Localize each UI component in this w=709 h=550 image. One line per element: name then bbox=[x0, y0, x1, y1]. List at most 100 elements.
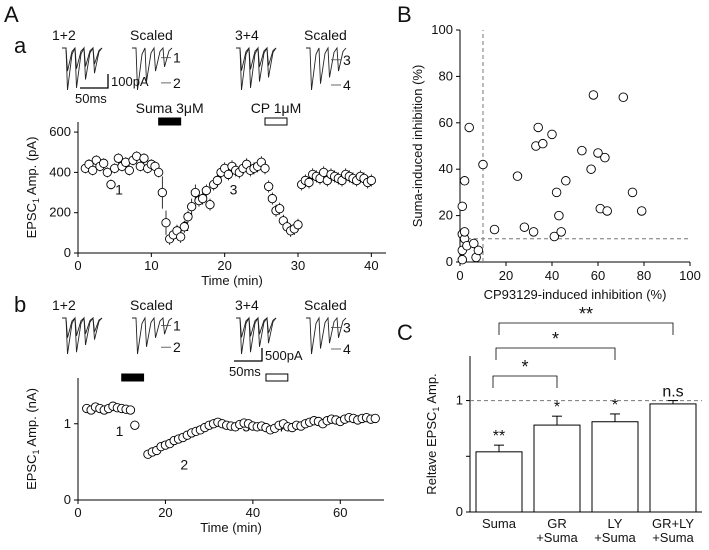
data-point bbox=[212, 175, 222, 186]
data-point bbox=[600, 152, 610, 163]
data-point bbox=[183, 212, 193, 222]
bar bbox=[649, 403, 697, 513]
data-point bbox=[125, 405, 136, 415]
data-point bbox=[588, 90, 599, 100]
data-point bbox=[106, 179, 116, 190]
x-tick-label: 20 bbox=[499, 268, 513, 283]
y-tick-label: 40 bbox=[439, 161, 453, 176]
application-bar bbox=[264, 117, 288, 126]
data-point bbox=[88, 165, 98, 176]
x-tick-label: 0 bbox=[74, 258, 81, 273]
inhibition-scatter-chart: 0 20 40 60 80 100 0 20 40 60 80 100 CP93129-induced … bbox=[410, 22, 701, 302]
y-tick-label: 1 bbox=[456, 393, 463, 408]
comparison-bracket bbox=[492, 375, 558, 388]
data-point bbox=[512, 171, 523, 181]
x-tick-label: 100 bbox=[679, 268, 701, 283]
scale-bar-y-label: 100pA bbox=[111, 74, 149, 89]
category-label: LY bbox=[608, 516, 623, 531]
data-point bbox=[464, 122, 474, 133]
epsc-trace bbox=[306, 46, 347, 91]
category-label: +Suma bbox=[652, 530, 694, 545]
application-bar bbox=[158, 117, 182, 126]
data-point bbox=[533, 122, 543, 133]
epsc-trace bbox=[132, 316, 173, 355]
data-point bbox=[551, 187, 562, 198]
y-axis-label: Suma-induced inhibition (%) bbox=[410, 65, 425, 228]
epoch-label: 1 bbox=[115, 182, 123, 198]
significance-mark: * bbox=[612, 397, 618, 414]
data-point bbox=[139, 153, 149, 163]
x-tick-label: 30 bbox=[291, 258, 305, 273]
y-tick-label: 400 bbox=[49, 164, 71, 179]
data-point bbox=[519, 222, 530, 232]
x-tick-label: 40 bbox=[364, 258, 378, 273]
data-point bbox=[161, 218, 171, 228]
scale-bar-y-label: 500pA bbox=[265, 348, 303, 363]
trace-group-label: Scaled bbox=[130, 297, 173, 313]
data-point bbox=[223, 169, 233, 180]
data-point bbox=[469, 238, 479, 249]
data-point bbox=[366, 175, 376, 186]
scale-bar bbox=[234, 348, 263, 362]
category-label: GR bbox=[547, 516, 567, 531]
x-tick-label: 40 bbox=[545, 268, 559, 283]
data-point bbox=[457, 201, 468, 212]
epsc-trace bbox=[62, 46, 103, 72]
data-point bbox=[556, 227, 566, 237]
data-point bbox=[176, 232, 186, 242]
y-tick-label: 600 bbox=[49, 124, 71, 139]
bar bbox=[591, 421, 639, 513]
data-point bbox=[547, 129, 557, 140]
x-tick-label: 0 bbox=[74, 505, 81, 520]
category-label: Suma bbox=[482, 516, 517, 531]
data-point bbox=[602, 206, 612, 216]
epsc-trace bbox=[236, 317, 277, 338]
y-tick-label: 100 bbox=[431, 22, 453, 37]
data-point bbox=[293, 220, 303, 230]
trace-label: 4 bbox=[343, 341, 351, 357]
significance-mark: ** bbox=[493, 428, 505, 445]
panel-label-a: a bbox=[14, 33, 27, 58]
application-label: Suma 3μM bbox=[136, 100, 204, 116]
x-tick-label: 10 bbox=[144, 258, 158, 273]
data-point bbox=[99, 158, 109, 168]
trace-label: 1 bbox=[173, 50, 181, 66]
trace-group-label: Scaled bbox=[304, 297, 347, 313]
data-point bbox=[636, 206, 647, 216]
bar bbox=[475, 451, 523, 513]
data-point bbox=[618, 92, 629, 103]
data-point bbox=[304, 177, 314, 188]
comparison-mark: * bbox=[552, 329, 559, 349]
panel-label-b: b bbox=[14, 292, 26, 317]
panel-label-B: B bbox=[397, 2, 412, 27]
trace-label: 3 bbox=[343, 319, 351, 335]
comparison-mark: * bbox=[521, 357, 528, 377]
data-point bbox=[198, 193, 208, 204]
epsc-trace bbox=[62, 46, 103, 91]
data-point bbox=[459, 227, 470, 237]
data-point bbox=[489, 224, 500, 235]
data-point bbox=[205, 199, 215, 210]
category-label: +Suma bbox=[594, 530, 636, 545]
trace-group-label: 1+2 bbox=[52, 27, 76, 43]
epsc-trace bbox=[132, 46, 173, 91]
x-axis-label: CP93129-induced inhibition (%) bbox=[484, 287, 667, 302]
epsc-trace bbox=[62, 316, 103, 355]
data-point bbox=[538, 138, 548, 149]
x-tick-label: 60 bbox=[591, 268, 605, 283]
data-point bbox=[593, 148, 603, 158]
data-point bbox=[459, 176, 470, 186]
data-point bbox=[586, 164, 596, 174]
scale-bar-x-label: 50ms bbox=[75, 91, 107, 106]
data-point bbox=[187, 201, 197, 212]
trace-group-label: 3+4 bbox=[235, 27, 259, 43]
y-tick-label: 0 bbox=[446, 254, 453, 269]
data-point bbox=[157, 187, 167, 198]
x-tick-label: 80 bbox=[637, 268, 651, 283]
epsc-trace bbox=[62, 317, 103, 338]
data-point bbox=[554, 210, 564, 221]
